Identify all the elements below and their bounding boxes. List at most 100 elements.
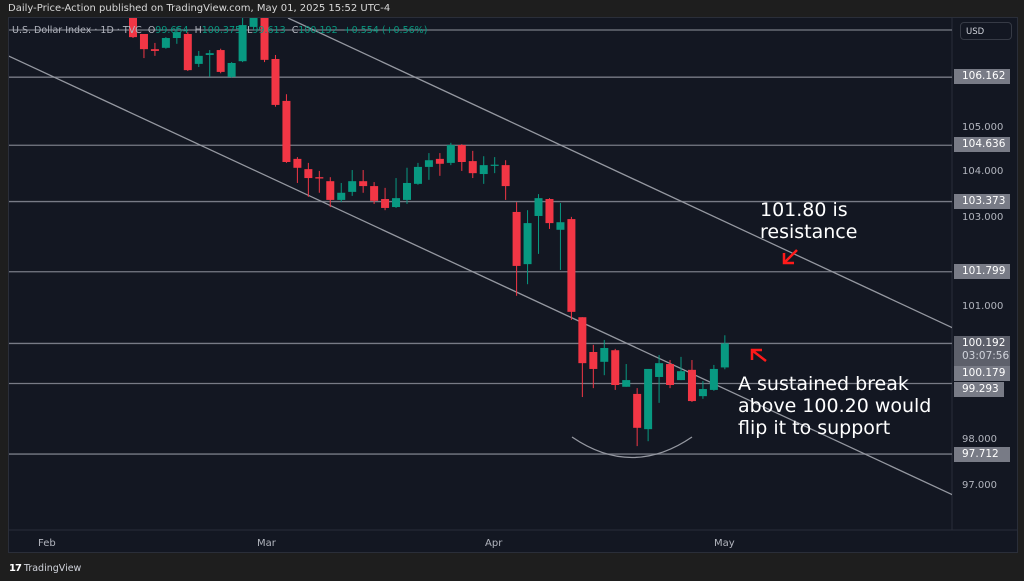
candle — [161, 37, 170, 49]
candle-body — [370, 186, 379, 201]
chart-pane[interactable] — [8, 17, 1018, 553]
footer: 17 TradingView — [9, 563, 81, 574]
candle — [337, 182, 346, 203]
y-tick: 103.000 — [962, 212, 1004, 223]
candle — [534, 194, 543, 254]
candle — [304, 162, 313, 197]
change-value: +0.554 (+0.56%) — [343, 25, 428, 36]
x-tick: Apr — [485, 538, 503, 549]
candle — [666, 360, 675, 389]
candle — [578, 317, 587, 398]
candle — [326, 177, 335, 208]
candle-body — [348, 181, 357, 192]
publish-info: Daily-Price-Action published on TradingV… — [8, 3, 391, 14]
candle — [381, 187, 390, 211]
candle-body — [260, 18, 269, 60]
currency-button[interactable]: USD — [960, 22, 1012, 40]
candle — [446, 142, 455, 166]
candle — [523, 210, 532, 285]
candle-body — [129, 18, 137, 38]
candle-body — [326, 181, 335, 200]
candle — [720, 335, 729, 370]
candle-body — [578, 317, 587, 364]
candle-body — [337, 192, 346, 200]
candle — [709, 364, 718, 391]
candle — [194, 50, 203, 68]
candle — [501, 160, 510, 200]
candle-body — [567, 219, 576, 312]
candle-body — [490, 164, 499, 166]
candle-body — [194, 55, 203, 64]
break-arrow-icon — [750, 348, 767, 362]
candle — [457, 144, 466, 171]
candle-body — [161, 38, 170, 48]
candle — [238, 18, 247, 63]
candle — [359, 170, 368, 193]
x-tick: May — [714, 538, 735, 549]
y-tick: 104.000 — [962, 166, 1004, 177]
candle — [655, 355, 664, 403]
candle — [172, 26, 181, 44]
candle-body — [556, 222, 565, 230]
candle — [490, 157, 499, 174]
candle-body — [205, 53, 214, 55]
x-tick: Feb — [38, 538, 56, 549]
candle — [205, 50, 214, 77]
lower-trendline[interactable] — [0, 52, 953, 496]
candle — [348, 170, 357, 196]
price-label: 103.373 — [954, 194, 1010, 209]
candle-body — [666, 364, 675, 386]
tradingview-logo-icon[interactable]: 17 — [9, 563, 22, 574]
candle-body — [216, 50, 225, 72]
candle-body — [698, 389, 707, 397]
candle — [227, 62, 236, 78]
candle — [413, 162, 422, 185]
candle-body — [150, 49, 159, 51]
close-value: 100.192 — [298, 25, 338, 36]
candle-body — [501, 165, 510, 187]
candle-body — [403, 182, 411, 200]
rounding-bottom-arc[interactable] — [571, 436, 693, 459]
upper-trendline[interactable] — [287, 18, 953, 329]
candle — [293, 157, 302, 183]
price-label: 99.293 — [954, 382, 1004, 397]
candle-body — [424, 160, 433, 167]
high-value: 100.375 — [201, 25, 242, 36]
price-label: 97.712 — [954, 447, 1010, 462]
candle — [271, 54, 280, 107]
price-label: 106.162 — [954, 69, 1010, 84]
candle-body — [282, 100, 291, 163]
candle-body — [512, 211, 521, 266]
candle — [479, 156, 488, 184]
candle — [468, 150, 477, 179]
candle-body — [677, 371, 685, 381]
candle-body — [457, 145, 466, 163]
current-price-label: 100.192 03:07:56 — [954, 336, 1010, 366]
symbol-name[interactable]: U.S. Dollar Index · 1D · TVC — [12, 25, 142, 36]
candle — [435, 153, 444, 176]
candle-body — [446, 145, 455, 163]
brand-name[interactable]: TradingView — [23, 563, 82, 574]
candle-body — [622, 380, 631, 387]
candle — [315, 170, 324, 193]
y-tick: 101.000 — [962, 301, 1004, 312]
price-label: 104.636 — [954, 137, 1010, 152]
open-value: 99.654 — [155, 25, 189, 36]
candle — [589, 344, 598, 389]
candle — [150, 42, 159, 56]
candle — [677, 356, 685, 381]
candle — [698, 380, 707, 399]
break-annotation[interactable]: A sustained break above 100.20 would fli… — [738, 373, 932, 439]
candle-body — [435, 158, 444, 164]
candle-body — [687, 369, 696, 402]
candle-body — [249, 18, 258, 27]
candle — [611, 348, 620, 390]
price-label: 100.179 — [954, 366, 1010, 381]
candle — [139, 34, 148, 59]
candle — [403, 167, 411, 204]
candle — [370, 182, 379, 204]
candle — [633, 388, 642, 447]
resistance-annotation[interactable]: 101.80 is resistance — [760, 199, 858, 243]
candle-body — [644, 368, 653, 430]
